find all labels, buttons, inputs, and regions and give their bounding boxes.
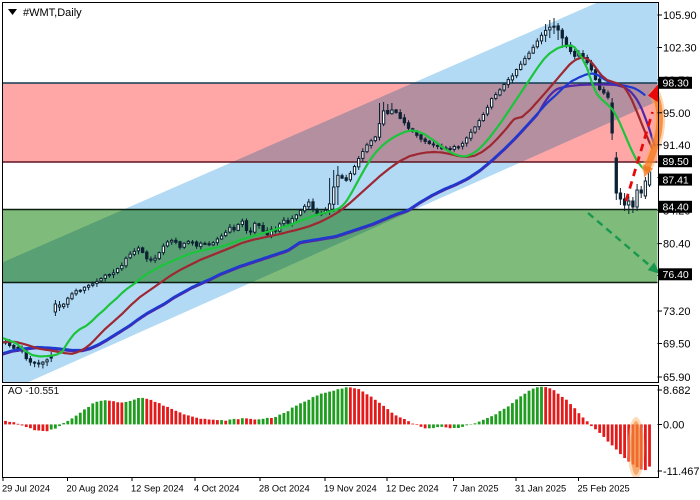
svg-text:29 Jul 2024: 29 Jul 2024 [2, 484, 50, 494]
svg-text:87.41: 87.41 [663, 175, 689, 187]
svg-text:31 Jan 2025: 31 Jan 2025 [515, 484, 566, 494]
svg-text:105.90: 105.90 [663, 10, 697, 22]
svg-text:20 Aug 2024: 20 Aug 2024 [67, 484, 119, 494]
svg-text:91.40: 91.40 [663, 140, 691, 152]
svg-text:73.20: 73.20 [663, 306, 691, 318]
svg-text:AO -10.551: AO -10.551 [8, 386, 60, 397]
svg-text:8.682: 8.682 [663, 385, 691, 397]
svg-text:69.50: 69.50 [663, 339, 691, 351]
svg-text:89.50: 89.50 [663, 156, 689, 168]
svg-text:76.40: 76.40 [663, 269, 689, 281]
svg-text:80.40: 80.40 [663, 239, 691, 251]
svg-text:12 Dec 2024: 12 Dec 2024 [386, 484, 439, 494]
svg-text:19 Nov 2024: 19 Nov 2024 [324, 484, 377, 494]
svg-text:25 Feb 2025: 25 Feb 2025 [578, 484, 630, 494]
svg-text:12 Sep 2024: 12 Sep 2024 [131, 484, 184, 494]
svg-text:98.30: 98.30 [663, 78, 689, 90]
svg-text:7 Jan 2025: 7 Jan 2025 [453, 484, 499, 494]
svg-text:0.00: 0.00 [663, 420, 684, 432]
svg-text:65.90: 65.90 [663, 372, 691, 384]
svg-text:#WMT,Daily: #WMT,Daily [23, 7, 82, 19]
svg-text:84.40: 84.40 [663, 202, 689, 214]
svg-text:28 Oct 2024: 28 Oct 2024 [259, 484, 310, 494]
svg-text:4 Oct 2024: 4 Oct 2024 [194, 484, 239, 494]
svg-text:102.30: 102.30 [663, 43, 697, 55]
svg-text:95.00: 95.00 [663, 108, 691, 120]
svg-text:-11.467: -11.467 [663, 466, 700, 478]
